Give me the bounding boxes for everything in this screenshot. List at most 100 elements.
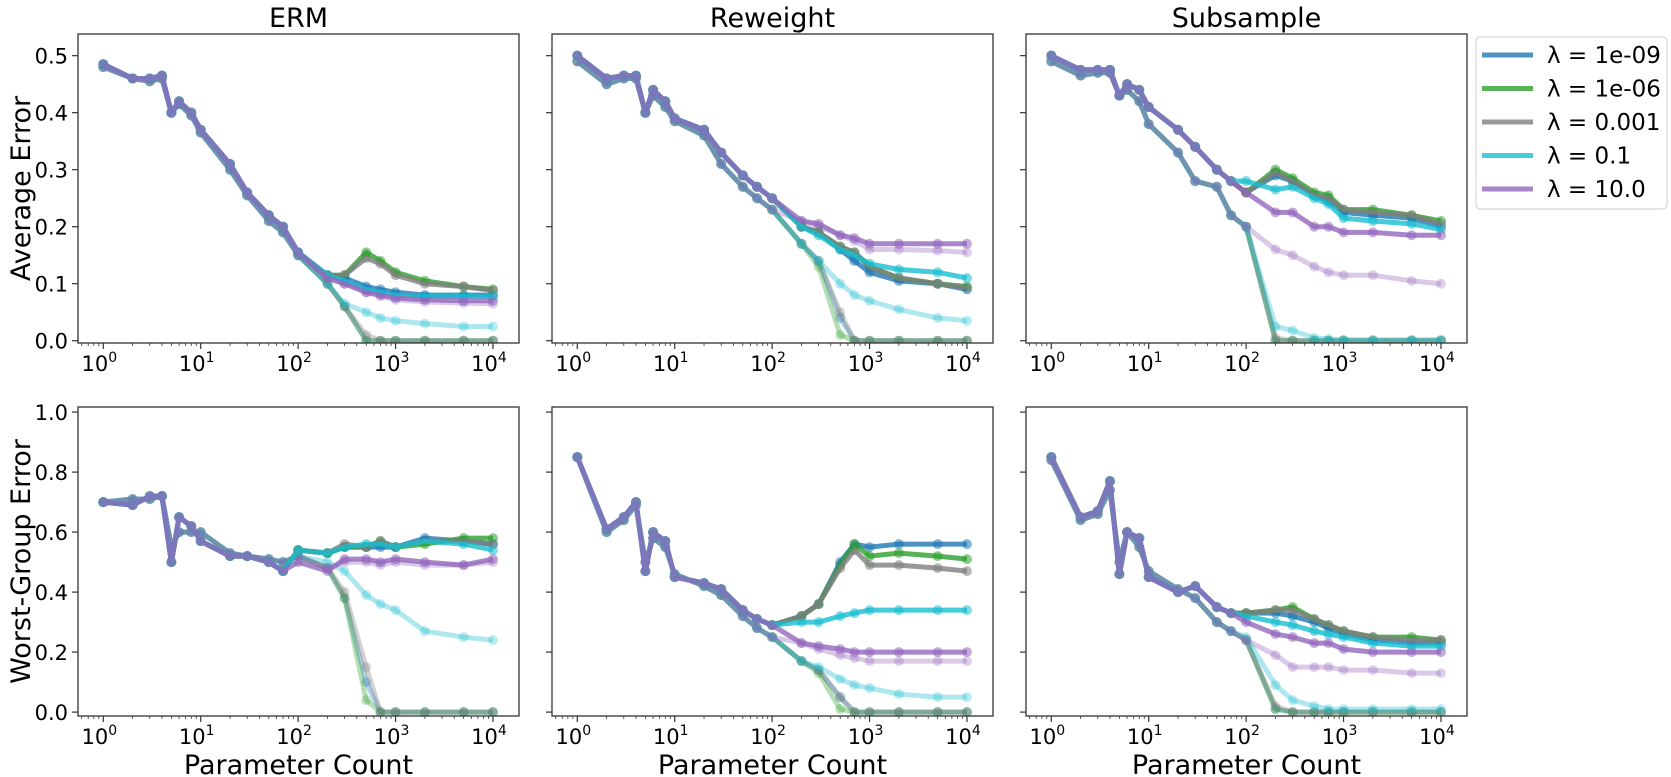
faded-data-point [322,557,333,568]
series-line-0 [574,456,967,628]
y-tick-label: 1.0 [35,401,68,425]
faded-series-line-0 [574,456,967,715]
faded-data-point [1287,335,1298,343]
faded-data-point [813,261,824,272]
faded-data-point [1270,321,1281,332]
faded-data-point [375,707,386,716]
faded-data-point [1367,707,1378,716]
x-tick-exponent: 0 [582,350,591,366]
faded-series-line-2 [574,456,967,715]
faded-data-point [1211,181,1222,192]
faded-data-point [1435,335,1446,343]
faded-data-point [419,318,430,329]
x-tick-label: 102 [750,350,786,376]
y-tick-label: 0.3 [35,159,68,183]
series-line-4 [103,493,494,574]
faded-data-point [390,605,401,616]
plot-area [1046,452,1446,716]
x-tick-label: 101 [653,723,689,749]
faded-series-line-1 [574,456,967,715]
faded-data-point [835,330,846,341]
faded-data-point [458,707,469,716]
x-tick-base: 10 [471,725,498,749]
faded-data-point [1406,335,1417,343]
faded-data-point [375,335,386,343]
faded-data-point [796,656,807,667]
faded-data-point [767,632,778,643]
faded-data-point [796,656,807,667]
x-tick-exponent: 3 [1348,350,1357,366]
x-tick-label: 104 [945,350,981,376]
faded-data-point [1190,176,1201,187]
faded-data-point [1241,221,1252,232]
faded-data-point [1270,701,1281,712]
x-tick-label: 100 [81,350,117,376]
faded-data-point [1226,210,1237,221]
faded-data-point [716,158,727,169]
series-line-3 [102,61,493,299]
faded-data-point [339,301,350,312]
faded-data-point [1367,704,1378,715]
faded-data-point [835,692,846,703]
subplot-grid: 100 101 102 103 1040.00.10.20.30.40.5ERMAver… [6,3,1468,777]
faded-data-point [864,335,875,343]
faded-data-point [1241,635,1252,646]
series-line-4 [574,456,967,655]
faded-data-point [1211,617,1222,628]
faded-data-point [1190,593,1201,604]
faded-data-point [375,312,386,323]
x-tick-exponent: 1 [206,723,215,739]
series-line-4 [102,61,493,304]
x-tick-label: 102 [276,723,312,749]
faded-data-point [796,238,807,249]
faded-data-point [864,707,875,716]
series-line-0 [575,53,968,292]
x-tick-exponent: 2 [1251,723,1260,739]
faded-data-point [1406,275,1417,286]
faded-data-point [1338,665,1349,676]
faded-data-point [339,298,350,309]
legend-label: λ = 1e-09 [1547,43,1661,69]
x-tick-base: 10 [374,352,401,376]
x-tick-base: 10 [81,725,108,749]
faded-data-point [1338,270,1349,281]
y-tick-label: 0.2 [35,641,68,665]
faded-data-point [339,593,350,604]
faded-data-point [796,238,807,249]
faded-data-point [1406,707,1417,716]
faded-data-point [1226,626,1237,637]
faded-data-point [961,315,972,326]
faded-data-point [796,656,807,667]
faded-data-point [1211,181,1222,192]
faded-data-point [375,707,386,716]
faded-data-point [1226,210,1237,221]
faded-data-point [361,335,372,343]
faded-data-point [1435,707,1446,716]
faded-data-point [961,335,972,343]
faded-data-point [1226,626,1237,637]
faded-data-point [835,692,846,703]
series-line-2 [1050,53,1442,227]
faded-data-point [716,158,727,169]
faded-data-point [458,335,469,343]
faded-data-point [767,204,778,215]
faded-data-point [767,204,778,215]
faded-data-point [932,245,943,256]
faded-data-point [752,193,763,204]
faded-data-point [893,304,904,315]
faded-data-point [961,335,972,343]
faded-data-point [1173,147,1184,158]
faded-data-point [487,635,498,646]
faded-data-point [893,707,904,716]
x-tick-label: 103 [848,723,884,749]
x-tick-label: 104 [471,350,507,376]
faded-data-point [1226,210,1237,221]
faded-data-point [961,707,972,716]
faded-series-line-1 [1050,59,1441,343]
x-tick-label: 100 [555,350,591,376]
faded-data-point [1211,181,1222,192]
x-tick-exponent: 4 [972,723,981,739]
faded-series-line-4 [575,59,968,255]
